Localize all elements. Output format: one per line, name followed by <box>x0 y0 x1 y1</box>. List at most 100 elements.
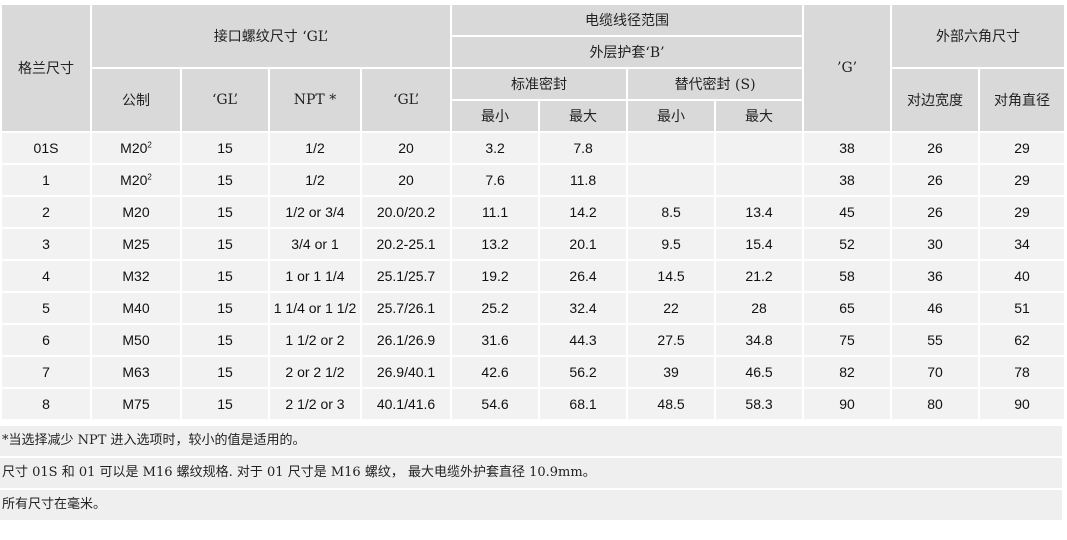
cell-gl2: 20 <box>362 165 451 195</box>
cell-amax: 28 <box>716 293 803 323</box>
header-alt-min: 最小 <box>628 101 715 131</box>
header-outer-sheath: 外层护套‘B’ <box>452 37 803 67</box>
cell-ac-value: 29 <box>1014 204 1030 220</box>
cell-amax-value: 28 <box>751 300 767 316</box>
table-row: 5 M40 15 1 1/4 or 1 1/2 25.7/26.1 25.2 32.4 22 2… <box>2 293 1065 323</box>
table-row: 1 M202 15 1/2 20 7.6 11.8 38 26 29 <box>2 165 1065 195</box>
cell-smax: 26.4 <box>540 261 627 291</box>
cell-metric: M40 <box>92 293 180 323</box>
cell-npt-value: 3/4 or 1 <box>291 236 339 252</box>
cell-gl2-value: 25.1/25.7 <box>376 268 436 284</box>
cell-af: 26 <box>892 133 979 163</box>
cell-smin: 25.2 <box>452 293 539 323</box>
cell-gl2: 20 <box>362 133 451 163</box>
cell-amax: 15.4 <box>716 229 803 259</box>
cell-smin-value: 13.2 <box>481 236 509 252</box>
cell-metric-value: M20 <box>120 140 148 156</box>
cell-npt-value: 1/2 <box>305 140 325 156</box>
cell-size: 5 <box>2 293 90 323</box>
cell-af-value: 26 <box>927 172 943 188</box>
footnotes: *当选择减少 NPT 进入选项时，较小的值是适用的。 尺寸 01S 和 01 可… <box>0 426 1062 522</box>
cell-smax-value: 20.1 <box>569 236 597 252</box>
cell-gl1-value: 15 <box>217 300 233 316</box>
cell-ac: 40 <box>980 261 1065 291</box>
cell-smin: 19.2 <box>452 261 539 291</box>
cell-ac: 78 <box>980 357 1065 387</box>
cell-af-value: 36 <box>927 268 943 284</box>
cell-af: 30 <box>892 229 979 259</box>
table-row: 6 M50 15 1 1/2 or 2 26.1/26.9 31.6 44.3 27.5 34.… <box>2 325 1065 355</box>
table-row: 4 M32 15 1 or 1 1/4 25.1/25.7 19.2 26.4 14.5 21.… <box>2 261 1065 291</box>
table-row: 01S M202 15 1/2 20 3.2 7.8 38 26 29 <box>2 133 1065 163</box>
cell-g-value: 38 <box>839 140 855 156</box>
cell-g: 90 <box>804 389 891 419</box>
cell-gl2-value: 20.0/20.2 <box>376 204 436 220</box>
cell-amin: 8.5 <box>628 197 715 227</box>
cell-af-value: 26 <box>927 140 943 156</box>
cell-ac: 29 <box>980 197 1065 227</box>
cell-af: 26 <box>892 165 979 195</box>
cell-npt-value: 1 1/4 or 1 1/2 <box>273 300 357 316</box>
cell-af: 36 <box>892 261 979 291</box>
cell-gl1-value: 15 <box>217 172 233 188</box>
cell-npt-value: 1 or 1 1/4 <box>285 268 345 284</box>
cell-smin: 31.6 <box>452 325 539 355</box>
cell-metric-value: M63 <box>122 364 150 380</box>
cell-amax-value: 58.3 <box>745 396 773 412</box>
cell-metric: M25 <box>92 229 180 259</box>
cell-gl2-value: 26.9/40.1 <box>376 364 436 380</box>
cell-size-value: 3 <box>42 236 50 252</box>
cell-ac-value: 40 <box>1014 268 1030 284</box>
cell-af: 46 <box>892 293 979 323</box>
cell-amax-value: 34.8 <box>745 332 773 348</box>
cell-npt: 2 1/2 or 3 <box>270 389 360 419</box>
cell-gl2: 25.7/26.1 <box>362 293 451 323</box>
cell-ac: 62 <box>980 325 1065 355</box>
cell-size: 4 <box>2 261 90 291</box>
header-standard-min: 最小 <box>452 101 539 131</box>
cell-amin: 39 <box>628 357 715 387</box>
cell-size: 01S <box>2 133 90 163</box>
table-row: 3 M25 15 3/4 or 1 20.2-25.1 13.2 20.1 9.5 15.4 52… <box>2 229 1065 259</box>
cell-amax-value: 15.4 <box>745 236 773 252</box>
cell-size: 1 <box>2 165 90 195</box>
header-standard-max: 最大 <box>540 101 627 131</box>
cell-size-value: 1 <box>42 172 50 188</box>
header-hex-size: 外部六角尺寸 <box>892 5 1065 67</box>
header-gl-2: ‘GL’ <box>362 69 451 131</box>
cell-amax: 21.2 <box>716 261 803 291</box>
cell-af: 80 <box>892 389 979 419</box>
cell-npt: 1/2 <box>270 165 360 195</box>
cell-smax: 20.1 <box>540 229 627 259</box>
header-alt-max: 最大 <box>716 101 803 131</box>
cell-smin-value: 31.6 <box>481 332 509 348</box>
cell-gl1: 15 <box>182 389 268 419</box>
header-npt: NPT * <box>270 69 360 131</box>
cell-smax: 32.4 <box>540 293 627 323</box>
cell-npt-value: 1 1/2 or 2 <box>285 332 345 348</box>
cell-smax-value: 7.8 <box>573 140 593 156</box>
cell-smax: 14.2 <box>540 197 627 227</box>
cell-npt: 1/2 <box>270 133 360 163</box>
header-gl-1: ‘GL’ <box>182 69 268 131</box>
cell-smin: 13.2 <box>452 229 539 259</box>
cell-gl1-value: 15 <box>217 236 233 252</box>
cell-af: 55 <box>892 325 979 355</box>
cell-smin: 3.2 <box>452 133 539 163</box>
cell-g-value: 45 <box>839 204 855 220</box>
cell-gl2: 26.9/40.1 <box>362 357 451 387</box>
cell-smax: 44.3 <box>540 325 627 355</box>
cell-smax-value: 14.2 <box>569 204 597 220</box>
footnote-m16: 尺寸 01S 和 01 可以是 M16 螺纹规格. 对于 01 尺寸是 M16 … <box>0 458 1062 488</box>
cell-npt-value: 1/2 <box>305 172 325 188</box>
cell-metric-value: M25 <box>122 236 150 252</box>
cell-npt: 1 or 1 1/4 <box>270 261 360 291</box>
cell-smax: 56.2 <box>540 357 627 387</box>
cell-ac: 34 <box>980 229 1065 259</box>
header-thread-size: 接口螺纹尺寸 ‘GL’ <box>92 5 451 67</box>
cell-npt: 1/2 or 3/4 <box>270 197 360 227</box>
cell-metric: M32 <box>92 261 180 291</box>
cell-metric-value: M40 <box>122 300 150 316</box>
header-alt-seal: 替代密封 (S) <box>628 69 803 99</box>
cell-ac: 90 <box>980 389 1065 419</box>
